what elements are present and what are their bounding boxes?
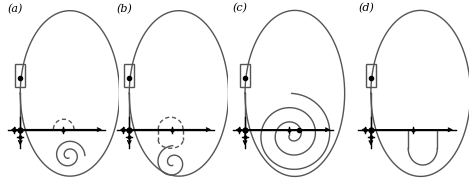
Bar <box>365 64 376 87</box>
Bar <box>240 64 250 87</box>
Text: (c): (c) <box>233 3 247 13</box>
Bar <box>124 65 135 87</box>
Text: (b): (b) <box>117 3 133 14</box>
Text: (a): (a) <box>8 3 23 14</box>
Text: (d): (d) <box>358 3 374 13</box>
Bar <box>15 65 26 87</box>
